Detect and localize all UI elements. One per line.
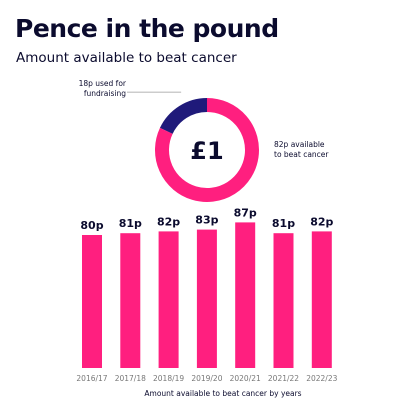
donut-center-label: £1 — [190, 137, 223, 165]
bar-2021/22 — [273, 233, 294, 368]
bar-data-label: 81p — [272, 217, 295, 230]
x-tick-label: 2020/21 — [230, 374, 261, 383]
x-tick-label: 2021/22 — [268, 374, 299, 383]
bar-2017/18 — [120, 233, 141, 368]
donut-slice-fundraising — [159, 98, 208, 135]
bar-2020/21 — [235, 222, 256, 368]
x-tick-label: 2018/19 — [153, 374, 184, 383]
x-axis-label: Amount available to beat cancer by years — [144, 389, 301, 398]
bar-data-label: 82p — [157, 215, 180, 228]
fundraising-annotation: 18p used for fundraising — [79, 79, 127, 98]
bar-chart: 80p 2016/17 81p 2017/18 82p 2018/19 83p 2019/20… — [76, 206, 337, 398]
bar-data-label: 87p — [234, 206, 257, 219]
bar-2022/23 — [311, 231, 332, 368]
x-tick-label: 2017/18 — [115, 374, 146, 383]
bar-2019/20 — [196, 229, 217, 368]
page-title: Pence in the pound — [15, 14, 279, 43]
x-tick-label: 2022/23 — [306, 374, 337, 383]
beat-cancer-annotation: 82p available to beat cancer — [274, 140, 329, 159]
bar-data-label: 83p — [195, 214, 218, 227]
bar-2018/19 — [158, 231, 179, 368]
bar-data-label: 82p — [310, 215, 333, 228]
x-tick-label: 2016/17 — [76, 374, 107, 383]
bar-2016/17 — [82, 235, 102, 368]
bar-data-label: 80p — [80, 219, 103, 232]
donut-chart: £1 18p used for fundraising 82p available to… — [79, 79, 329, 202]
x-tick-label: 2019/20 — [191, 374, 222, 383]
donut-slice-beat-cancer — [155, 98, 259, 202]
bar-data-label: 81p — [119, 217, 142, 230]
page-subtitle: Amount available to beat cancer — [16, 50, 237, 66]
